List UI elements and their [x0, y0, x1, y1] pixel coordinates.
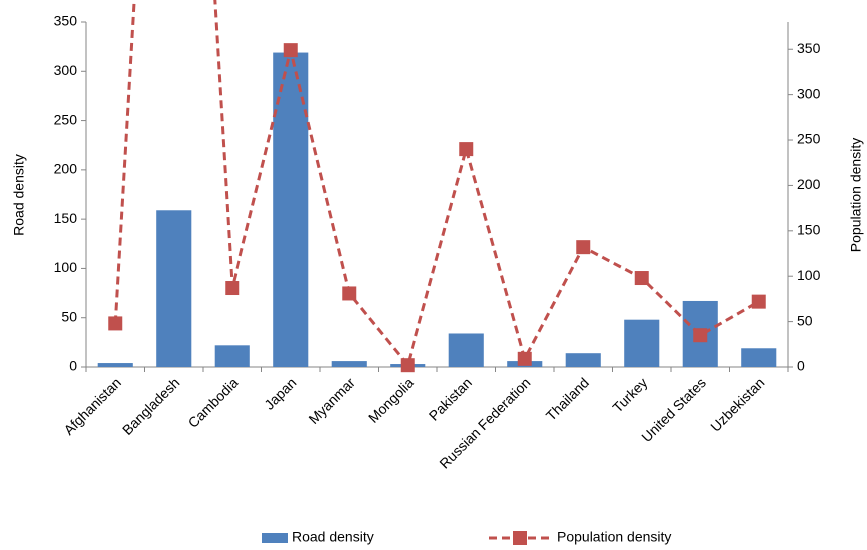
bar — [741, 348, 777, 367]
y-tick-label: 350 — [54, 13, 78, 29]
x-tick-label: Japan — [261, 374, 299, 412]
legend-label: Road density — [292, 529, 374, 545]
x-tick-label: Uzbekistan — [707, 374, 767, 434]
marker — [108, 316, 123, 331]
bar — [156, 210, 192, 367]
y2-tick-label: 250 — [797, 131, 821, 147]
marker — [342, 286, 357, 301]
marker — [634, 271, 649, 286]
marker — [517, 351, 532, 366]
y-tick-label: 100 — [54, 259, 78, 275]
y-tick-label: 50 — [61, 308, 77, 324]
legend-marker — [513, 531, 527, 545]
bar — [448, 333, 484, 367]
x-tick-label: Mongolia — [365, 374, 417, 426]
marker — [751, 294, 766, 309]
y-tick-label: 0 — [69, 358, 77, 374]
y2-axis-title: Population density — [848, 138, 864, 252]
marker — [576, 240, 591, 255]
bar — [331, 361, 367, 367]
y2-tick-label: 300 — [797, 85, 821, 101]
x-tick-label: Cambodia — [185, 374, 242, 431]
x-tick-label: Turkey — [609, 374, 650, 415]
y2-tick-label: 50 — [797, 312, 813, 328]
y-axis-title: Road density — [11, 154, 27, 236]
x-tick-label: Pakistan — [426, 374, 475, 423]
marker — [283, 43, 298, 58]
y-tick-label: 200 — [54, 161, 78, 177]
marker — [400, 358, 415, 373]
bar — [565, 353, 601, 367]
legend-swatch — [262, 533, 288, 543]
bar — [624, 319, 660, 367]
x-tick-label: Bangladesh — [119, 374, 183, 438]
marker — [459, 142, 474, 157]
bar — [214, 345, 250, 367]
bar — [97, 363, 133, 367]
y-tick-label: 250 — [54, 111, 78, 127]
bar — [273, 52, 309, 368]
y2-tick-label: 100 — [797, 267, 821, 283]
line — [113, 0, 760, 369]
legend-label: Population density — [557, 529, 671, 545]
y-tick-label: 150 — [54, 210, 78, 226]
plot-area — [97, 0, 777, 373]
y2-tick-label: 150 — [797, 222, 821, 238]
x-tick-label: Myanmar — [305, 374, 358, 427]
x-tick-label: Thailand — [543, 374, 592, 423]
marker — [693, 328, 708, 343]
y2-tick-label: 350 — [797, 40, 821, 56]
y-tick-label: 300 — [54, 62, 78, 78]
y2-tick-label: 0 — [797, 358, 805, 374]
marker — [225, 281, 240, 296]
x-tick-label: Afghanistan — [60, 374, 124, 438]
y2-tick-label: 200 — [797, 176, 821, 192]
